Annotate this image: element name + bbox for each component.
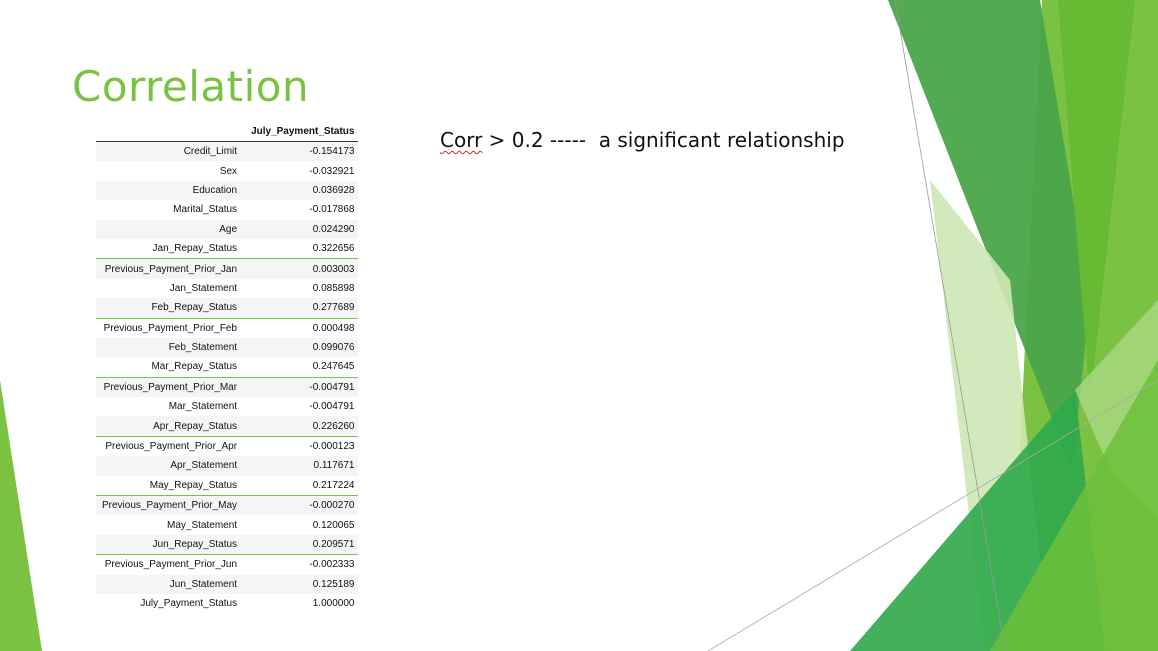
row-label: Previous_Payment_Prior_Feb bbox=[103, 322, 238, 334]
row-value: 0.322656 bbox=[241, 238, 359, 260]
row-value: 0.217224 bbox=[241, 475, 359, 497]
table-row: Age 0.024290 bbox=[96, 219, 359, 239]
row-label: Previous_Payment_Prior_Jun bbox=[104, 559, 238, 571]
row-value: 1.000000 bbox=[312, 598, 355, 610]
row-value: 0.003003 bbox=[241, 258, 359, 279]
table-row: Previous_Payment_Prior_Jan 0.003003 bbox=[96, 258, 359, 279]
row-label: Feb_Statement bbox=[96, 337, 242, 358]
note-corr-word: Corr bbox=[440, 128, 483, 152]
row-label: Mar_Repay_Status bbox=[96, 357, 242, 378]
row-label: Jun_Statement bbox=[96, 574, 242, 594]
row-value: -0.004791 bbox=[309, 401, 355, 413]
row-label: Apr_Statement bbox=[96, 456, 242, 476]
table-row: Previous_Payment_Prior_May -0.000270 bbox=[96, 495, 359, 516]
row-label: Jun_Repay_Status bbox=[96, 534, 242, 556]
table-row: Sex -0.032921 bbox=[96, 161, 358, 180]
table-row: Jan_Statement 0.085898 bbox=[96, 279, 358, 298]
row-value: 0.226260 bbox=[241, 416, 359, 437]
row-label: July_Payment_Status bbox=[140, 598, 238, 610]
table-row: Jan_Repay_Status 0.322656 bbox=[96, 238, 359, 260]
row-label: Apr_Repay_Status bbox=[96, 416, 242, 437]
table-row: Mar_Statement -0.004791 bbox=[96, 397, 358, 416]
row-value: 0.125189 bbox=[241, 574, 359, 594]
row-value: 0.209571 bbox=[241, 534, 359, 556]
table-row: Previous_Payment_Prior_Mar -0.004791 bbox=[96, 377, 359, 398]
row-value: -0.154173 bbox=[241, 141, 359, 162]
row-label: Credit_Limit bbox=[96, 141, 242, 162]
table-row: Marital_Status -0.017868 bbox=[96, 200, 358, 219]
row-value: 0.024290 bbox=[241, 219, 359, 239]
table-row: Feb_Repay_Status 0.277689 bbox=[96, 298, 359, 319]
row-label: Feb_Repay_Status bbox=[96, 298, 242, 319]
row-value: 0.085898 bbox=[312, 282, 355, 294]
table-row: Mar_Repay_Status 0.247645 bbox=[96, 357, 359, 378]
row-value: 0.247645 bbox=[241, 357, 359, 378]
row-label: Previous_Payment_Prior_Apr bbox=[105, 441, 238, 453]
table-header-row: July_Payment_Status bbox=[96, 122, 359, 142]
table-row: July_Payment_Status 1.000000 bbox=[96, 594, 358, 613]
row-label: Age bbox=[96, 219, 242, 239]
row-label: Education bbox=[96, 180, 242, 201]
thin-line-2 bbox=[707, 379, 1158, 651]
table-row: Credit_Limit -0.154173 bbox=[96, 141, 359, 162]
row-label: Sex bbox=[219, 165, 238, 177]
row-value: -0.002333 bbox=[309, 559, 355, 571]
right-bright-green-band bbox=[1058, 0, 1135, 400]
slide-title: Correlation bbox=[72, 62, 310, 111]
table-row: May_Repay_Status 0.217224 bbox=[96, 475, 359, 497]
table-row: Jun_Repay_Status 0.209571 bbox=[96, 534, 359, 556]
row-label: Previous_Payment_Prior_May bbox=[96, 495, 242, 516]
row-value: -0.004791 bbox=[241, 377, 359, 398]
row-value: 0.036928 bbox=[241, 180, 359, 201]
threshold-note: Corr > 0.2 ----- a significant relations… bbox=[440, 128, 845, 152]
table-row: Apr_Repay_Status 0.226260 bbox=[96, 416, 359, 437]
row-label: Jan_Repay_Status bbox=[96, 238, 242, 260]
row-value: 0.120065 bbox=[312, 519, 355, 531]
row-value: 0.277689 bbox=[241, 298, 359, 319]
row-label: Previous_Payment_Prior_Mar bbox=[96, 377, 242, 398]
header-blank bbox=[96, 122, 242, 142]
table-row: Previous_Payment_Prior_Apr -0.000123 bbox=[96, 436, 358, 456]
row-value: -0.000270 bbox=[241, 495, 359, 516]
table-row: Education 0.036928 bbox=[96, 180, 359, 201]
bottom-right-green-triangle bbox=[990, 360, 1158, 651]
correlation-table: July_Payment_Status Credit_Limit -0.15417… bbox=[96, 122, 359, 613]
thin-line-1 bbox=[894, 0, 1006, 651]
table-row: Previous_Payment_Prior_Feb 0.000498 bbox=[96, 318, 358, 338]
table-row: Previous_Payment_Prior_Jun -0.002333 bbox=[96, 555, 358, 575]
right-mid-green-band bbox=[888, 0, 1090, 470]
note-text: > 0.2 ----- a significant relationship bbox=[482, 128, 845, 152]
row-value: 0.099076 bbox=[241, 337, 359, 358]
row-label: May_Statement bbox=[167, 519, 238, 531]
row-value: 0.000498 bbox=[312, 322, 355, 334]
row-label: Mar_Statement bbox=[168, 401, 238, 413]
row-value: 0.117671 bbox=[241, 456, 359, 476]
row-label: May_Repay_Status bbox=[96, 475, 242, 497]
row-value: -0.000123 bbox=[309, 441, 355, 453]
header-column: July_Payment_Status bbox=[241, 122, 359, 142]
table-row: May_Statement 0.120065 bbox=[96, 515, 358, 534]
row-label: Jan_Statement bbox=[169, 282, 238, 294]
row-value: -0.032921 bbox=[309, 165, 355, 177]
left-green-sliver bbox=[0, 380, 42, 651]
table-row: Feb_Statement 0.099076 bbox=[96, 337, 359, 358]
table-row: Jun_Statement 0.125189 bbox=[96, 574, 359, 594]
table-row: Apr_Statement 0.117671 bbox=[96, 456, 359, 476]
row-label: Marital_Status bbox=[173, 204, 238, 216]
row-label: Previous_Payment_Prior_Jan bbox=[96, 258, 242, 279]
row-value: -0.017868 bbox=[309, 204, 355, 216]
